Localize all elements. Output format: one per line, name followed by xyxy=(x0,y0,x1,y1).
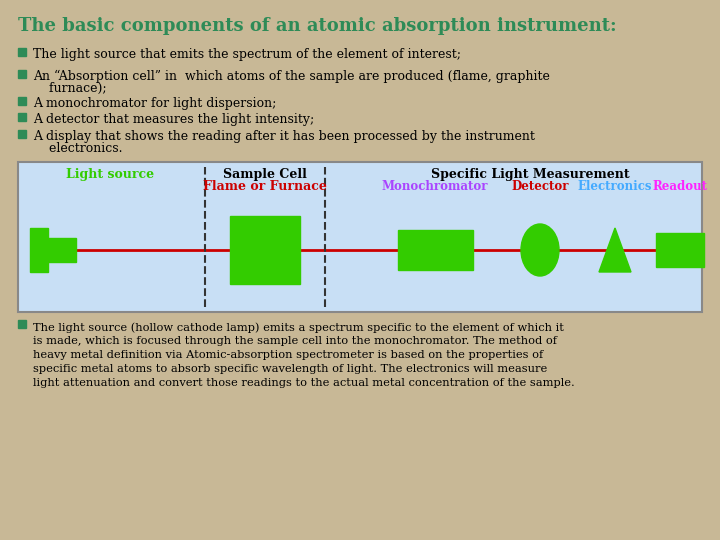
Text: Flame or Furnace: Flame or Furnace xyxy=(203,180,327,193)
Text: A detector that measures the light intensity;: A detector that measures the light inten… xyxy=(33,113,314,126)
Text: furnace);: furnace); xyxy=(33,82,107,95)
Bar xyxy=(18,130,26,138)
Bar xyxy=(30,228,48,272)
Bar xyxy=(18,113,26,121)
Bar xyxy=(48,238,76,262)
Text: The light source (hollow cathode lamp) emits a spectrum specific to the element : The light source (hollow cathode lamp) e… xyxy=(33,322,564,333)
Text: Electronics: Electronics xyxy=(577,180,652,193)
Text: The light source that emits the spectrum of the element of interest;: The light source that emits the spectrum… xyxy=(33,48,461,61)
Bar xyxy=(656,233,704,267)
Bar xyxy=(230,216,300,284)
Bar xyxy=(18,70,26,78)
Text: specific metal atoms to absorb specific wavelength of light. The electronics wil: specific metal atoms to absorb specific … xyxy=(33,364,547,374)
Text: light attenuation and convert those readings to the actual metal concentration o: light attenuation and convert those read… xyxy=(33,378,575,388)
Bar xyxy=(398,230,473,270)
Text: The basic components of an atomic absorption instrument:: The basic components of an atomic absorp… xyxy=(18,17,616,35)
Bar xyxy=(18,97,26,105)
Text: An “Absorption cell” in  which atoms of the sample are produced (flame, graphite: An “Absorption cell” in which atoms of t… xyxy=(33,70,550,83)
Bar xyxy=(18,48,26,56)
Text: A display that shows the reading after it has been processed by the instrument: A display that shows the reading after i… xyxy=(33,130,535,143)
Polygon shape xyxy=(599,228,631,272)
Ellipse shape xyxy=(521,224,559,276)
Text: Sample Cell: Sample Cell xyxy=(223,168,307,181)
Text: Monochromator: Monochromator xyxy=(382,180,488,193)
Text: Detector: Detector xyxy=(511,180,569,193)
Text: is made, which is focused through the sample cell into the monochromator. The me: is made, which is focused through the sa… xyxy=(33,336,557,346)
Text: A monochromator for light dispersion;: A monochromator for light dispersion; xyxy=(33,97,276,110)
Text: Light source: Light source xyxy=(66,168,154,181)
Bar xyxy=(18,320,26,328)
Bar xyxy=(18,162,702,312)
Text: electronics.: electronics. xyxy=(33,142,122,155)
Text: heavy metal definition via Atomic-absorption spectrometer is based on the proper: heavy metal definition via Atomic-absorp… xyxy=(33,350,544,360)
Text: Specific Light Measurement: Specific Light Measurement xyxy=(431,168,629,181)
Text: Readout: Readout xyxy=(652,180,708,193)
